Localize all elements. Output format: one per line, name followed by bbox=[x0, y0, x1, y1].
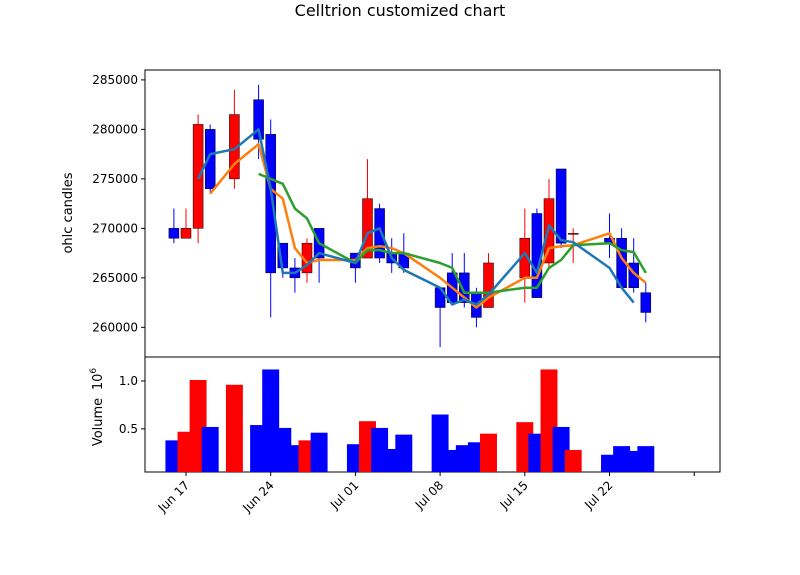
x-tick-label: Jun 17 bbox=[155, 478, 192, 515]
candles-layer bbox=[168, 84, 652, 348]
price-y-tick-label: 260000 bbox=[92, 320, 138, 334]
volume-bar bbox=[480, 433, 497, 472]
price-y-tick-label: 280000 bbox=[92, 122, 138, 136]
x-tick-label: Jul 22 bbox=[581, 478, 615, 512]
price-y-axis-label: ohlc candles bbox=[61, 172, 76, 253]
moving-average-line bbox=[196, 128, 635, 306]
volume-y-tick-label: 0.5 bbox=[119, 422, 138, 436]
price-y-tick-label: 285000 bbox=[92, 73, 138, 87]
x-tick-label: Jul 08 bbox=[412, 478, 446, 512]
volume-bar bbox=[310, 432, 328, 472]
candle-body bbox=[483, 262, 494, 308]
volume-y-axis-exponent: 106 bbox=[89, 368, 106, 391]
candle bbox=[289, 258, 301, 293]
chart-title: Celltrion customized chart bbox=[295, 1, 506, 20]
candle-body bbox=[180, 228, 192, 239]
price-y-tick-label: 270000 bbox=[92, 221, 138, 235]
candle bbox=[555, 168, 567, 249]
x-tick-label: Jul 01 bbox=[327, 478, 361, 512]
price-panel-frame bbox=[144, 69, 721, 358]
x-tick-label: Jul 15 bbox=[497, 478, 531, 512]
volume-bar bbox=[395, 434, 413, 472]
price-y-tick-label: 265000 bbox=[92, 271, 138, 285]
volume-y-tick-label: 1.0 bbox=[119, 374, 138, 388]
candle-body bbox=[374, 208, 385, 259]
candle bbox=[180, 208, 192, 239]
moving-average-line bbox=[209, 142, 647, 309]
volume-bar bbox=[201, 426, 219, 472]
volume-bar bbox=[225, 384, 243, 472]
volume-bars-layer bbox=[165, 369, 655, 472]
candle bbox=[374, 203, 385, 263]
candle-body bbox=[555, 168, 567, 244]
volume-y-axis-label: Volume bbox=[91, 398, 106, 446]
volume-y-axis: 0.5 1.0 bbox=[119, 374, 145, 436]
candle-body bbox=[265, 134, 276, 274]
x-axis: Jun 17 Jun 24 Jul 01 Jul 08 Jul 15 Jul 22 bbox=[155, 472, 695, 516]
x-tick-label: Jun 24 bbox=[239, 478, 276, 515]
candle-body bbox=[628, 262, 639, 288]
candle-body bbox=[362, 198, 373, 259]
candle-body bbox=[459, 272, 470, 303]
price-y-axis: 260000 265000 270000 275000 280000 285000 bbox=[92, 73, 145, 334]
candle bbox=[168, 208, 180, 244]
candle bbox=[628, 238, 639, 293]
candle bbox=[362, 159, 373, 259]
candle-body bbox=[204, 129, 216, 190]
candle-body bbox=[253, 99, 264, 140]
candle bbox=[229, 89, 240, 189]
candle-body bbox=[640, 292, 652, 313]
price-y-tick-label: 275000 bbox=[92, 172, 138, 186]
candle bbox=[640, 282, 652, 323]
candle-body bbox=[567, 233, 579, 235]
candle bbox=[204, 124, 216, 194]
volume-bar bbox=[564, 449, 582, 472]
volume-bar bbox=[637, 446, 655, 472]
candle-body bbox=[168, 228, 180, 239]
moving-average-layer bbox=[196, 128, 647, 309]
candle bbox=[434, 287, 446, 348]
candle bbox=[265, 119, 276, 318]
moving-average-line bbox=[258, 172, 647, 294]
volume-y-axis-title: Volume 106 bbox=[89, 368, 106, 447]
